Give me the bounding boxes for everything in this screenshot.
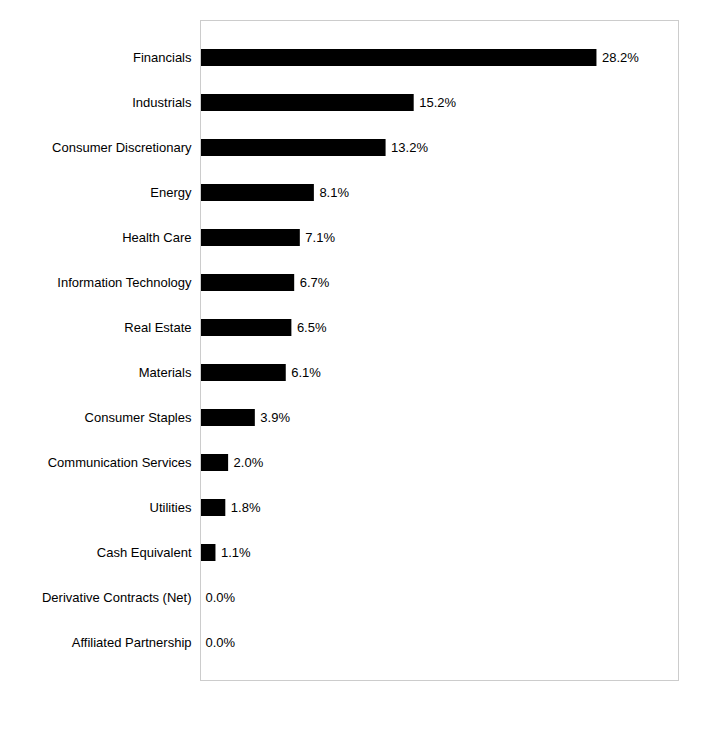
svg-text:6.7%: 6.7% [300, 275, 330, 290]
svg-text:Real Estate: Real Estate [124, 320, 191, 335]
svg-text:2.0%: 2.0% [234, 455, 264, 470]
svg-text:Information Technology: Information Technology [57, 275, 192, 290]
svg-text:Industrials: Industrials [132, 95, 192, 110]
svg-text:Energy: Energy [150, 185, 192, 200]
svg-text:15.2%: 15.2% [419, 95, 456, 110]
svg-text:Materials: Materials [139, 365, 192, 380]
svg-text:Cash Equivalent: Cash Equivalent [97, 545, 192, 560]
svg-text:Financials: Financials [133, 50, 192, 65]
svg-text:0.0%: 0.0% [206, 635, 236, 650]
svg-text:Affiliated Partnership: Affiliated Partnership [72, 635, 192, 650]
svg-text:1.1%: 1.1% [221, 545, 251, 560]
svg-text:1.8%: 1.8% [231, 500, 261, 515]
svg-text:Derivative Contracts (Net): Derivative Contracts (Net) [42, 590, 192, 605]
svg-text:Consumer Staples: Consumer Staples [85, 410, 192, 425]
svg-text:Consumer Discretionary: Consumer Discretionary [52, 140, 192, 155]
svg-text:Utilities: Utilities [150, 500, 192, 515]
svg-text:Communication Services: Communication Services [48, 455, 192, 470]
svg-text:13.2%: 13.2% [391, 140, 428, 155]
svg-text:0.0%: 0.0% [206, 590, 236, 605]
svg-text:8.1%: 8.1% [319, 185, 349, 200]
svg-text:6.5%: 6.5% [297, 320, 327, 335]
svg-text:3.9%: 3.9% [260, 410, 290, 425]
svg-text:28.2%: 28.2% [602, 50, 639, 65]
svg-text:Health Care: Health Care [122, 230, 191, 245]
svg-text:7.1%: 7.1% [305, 230, 335, 245]
svg-text:6.1%: 6.1% [291, 365, 321, 380]
